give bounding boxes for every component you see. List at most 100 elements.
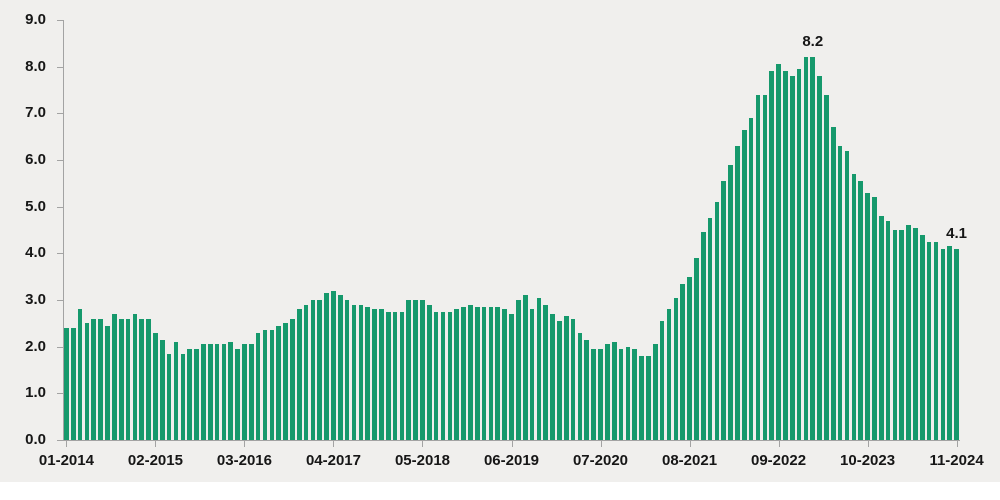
data-bar — [269, 330, 275, 440]
data-bar — [105, 325, 110, 440]
data-bar — [296, 309, 302, 440]
x-tick-mark — [244, 441, 246, 447]
data-bar — [502, 309, 507, 440]
data-bar — [803, 57, 809, 440]
data-bar — [666, 309, 672, 440]
data-bar — [755, 94, 761, 440]
data-bar — [166, 353, 172, 440]
value-annotation: 4.1 — [946, 224, 967, 242]
data-bar — [741, 129, 747, 440]
x-tick-mark — [867, 441, 869, 447]
data-bar — [913, 227, 918, 440]
data-bar — [372, 309, 377, 440]
data-bar — [358, 304, 364, 440]
data-bar — [783, 71, 788, 440]
data-bar — [851, 174, 857, 440]
data-bar — [173, 342, 179, 440]
data-bar — [926, 241, 932, 440]
x-tick-label: 09-2022 — [751, 452, 807, 469]
data-bar — [543, 304, 549, 440]
y-tick-mark — [57, 300, 63, 301]
x-tick-label: 02-2015 — [127, 452, 183, 469]
data-bar — [187, 349, 192, 440]
y-tick-label: 8.0 — [25, 57, 46, 75]
data-bar — [830, 127, 836, 440]
data-bar — [550, 314, 555, 440]
data-bar — [885, 220, 891, 440]
data-bar — [132, 314, 138, 440]
data-bar — [652, 344, 658, 440]
x-tick-mark — [689, 441, 691, 447]
data-bar — [474, 307, 480, 440]
data-bar — [283, 323, 288, 440]
data-bar — [84, 323, 90, 440]
data-bar — [536, 297, 542, 440]
data-bar — [557, 321, 562, 440]
data-bar — [194, 349, 199, 440]
x-tick-label: 04-2017 — [305, 452, 361, 469]
y-tick-label: 7.0 — [25, 104, 46, 122]
data-bar — [762, 94, 768, 440]
data-bar — [673, 297, 679, 440]
x-tick-label: 07-2020 — [572, 452, 629, 469]
data-bar — [728, 164, 733, 440]
x-tick-label: 03-2016 — [216, 452, 272, 469]
data-bar — [817, 76, 822, 440]
y-axis-line — [63, 20, 64, 441]
data-bar — [748, 118, 754, 440]
data-bar — [112, 314, 117, 440]
data-bar — [707, 218, 713, 440]
data-bar — [406, 300, 412, 440]
data-bar — [214, 344, 220, 440]
x-tick-label: 11-2024 — [929, 452, 984, 469]
data-bar — [611, 342, 617, 440]
data-bar — [837, 146, 843, 440]
data-bar — [201, 344, 206, 440]
data-bar — [680, 283, 685, 440]
y-tick-mark — [57, 206, 63, 208]
data-bar — [413, 300, 418, 440]
value-annotation: 8.2 — [802, 33, 824, 51]
data-bar — [454, 309, 460, 440]
data-bar — [331, 290, 336, 440]
data-bar — [290, 318, 295, 440]
x-tick-mark — [66, 441, 68, 447]
y-tick-mark — [57, 393, 63, 395]
x-tick-label: 08-2021 — [661, 452, 718, 469]
data-bar — [468, 304, 473, 440]
y-tick-label: 6.0 — [25, 151, 46, 168]
data-bar — [488, 307, 494, 440]
x-tick-mark — [511, 441, 513, 447]
y-tick-label: 3.0 — [25, 291, 46, 308]
data-bar — [878, 216, 884, 440]
x-tick-label: 10-2023 — [840, 452, 896, 469]
data-bar — [461, 307, 466, 440]
data-bar — [440, 311, 446, 440]
data-bar — [721, 181, 727, 440]
data-bar — [310, 300, 316, 440]
data-bar — [427, 304, 432, 440]
data-bar — [91, 318, 97, 440]
y-tick-mark — [57, 253, 63, 255]
data-bar — [625, 346, 631, 440]
data-bar — [598, 349, 603, 440]
data-bar — [153, 332, 158, 440]
data-bar — [591, 349, 596, 440]
data-bar — [618, 349, 624, 440]
data-bar — [118, 318, 124, 440]
y-tick-label: 5.0 — [25, 197, 46, 215]
data-bar — [495, 307, 501, 440]
data-bar — [940, 248, 946, 440]
data-bar — [605, 344, 610, 440]
data-bar — [865, 192, 870, 440]
data-bar — [700, 232, 706, 440]
data-bar — [228, 342, 234, 440]
x-tick-mark — [155, 441, 157, 447]
x-tick-mark — [422, 441, 424, 447]
data-bar — [324, 293, 329, 440]
x-tick-mark — [600, 441, 602, 447]
data-bar — [872, 197, 877, 440]
data-bar — [98, 318, 103, 440]
plot-area — [63, 20, 960, 440]
data-bar — [235, 349, 240, 440]
